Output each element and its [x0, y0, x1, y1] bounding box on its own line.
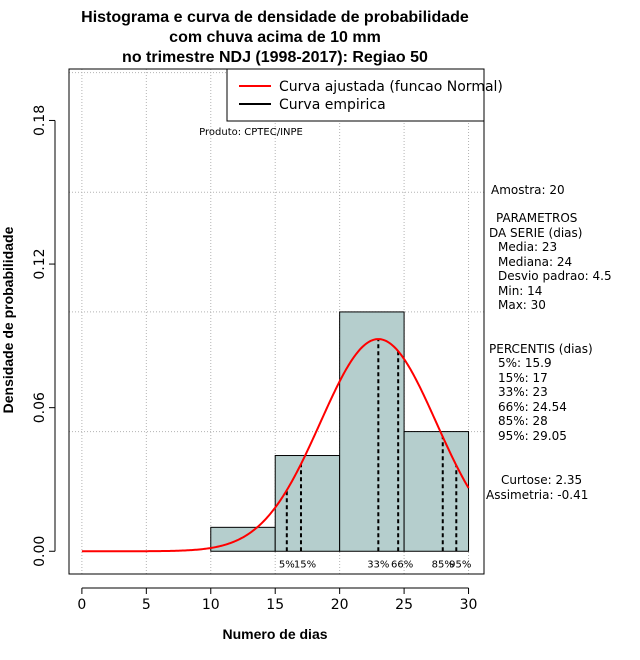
- statistics-panel: Amostra: 20 PARAMETROS DA SERIE (dias) M…: [486, 183, 612, 502]
- sample-size: Amostra: 20: [491, 183, 565, 197]
- percentile-lines: 5% 15% 33% 66% 85%95%: [279, 339, 471, 570]
- percentile-33: 33%: 23: [498, 385, 548, 399]
- x-tick-label: 0: [77, 597, 86, 613]
- percentile-label: 33%: [367, 559, 389, 570]
- chart-title-line-2: com chuva acima de 10 mm: [169, 29, 381, 46]
- skewness: Assimetria: -0.41: [486, 488, 588, 502]
- histogram-bar: [210, 526, 276, 552]
- y-tick-label: 0.18: [32, 105, 48, 136]
- histogram-bars: [210, 311, 470, 552]
- histogram-bar: [403, 431, 470, 552]
- percentile-15: 15%: 17: [498, 371, 548, 385]
- x-tick-label: 15: [266, 597, 284, 613]
- x-tick-label: 30: [460, 597, 478, 613]
- chart-title-line-3: no trimestre NDJ (1998-2017): Regiao 50: [122, 49, 428, 66]
- fitted-normal-curve: [81, 338, 470, 553]
- param-median: Mediana: 24: [498, 255, 572, 269]
- percentiles-title: PERCENTIS (dias): [489, 342, 593, 356]
- legend-empirical-label: Curva empirica: [279, 97, 386, 113]
- percentile-85: 85%: 28: [498, 414, 548, 428]
- param-stddev: Desvio padrao: 4.5: [498, 269, 612, 283]
- param-mean: Media: 23: [498, 240, 557, 254]
- percentile-95: 95%: 29.05: [498, 429, 567, 443]
- y-tick-label: 0.00: [32, 536, 48, 567]
- percentile-5: 5%: 15.9: [498, 356, 552, 370]
- x-tick-label: 5: [142, 597, 151, 613]
- y-axis-title: Densidade de probabilidade: [0, 226, 16, 413]
- legend-box: [226, 68, 485, 122]
- density-curves: [81, 338, 470, 553]
- params-title-2: DA SERIE (dias): [489, 226, 582, 240]
- percentile-label: 95%: [449, 559, 471, 570]
- product-annotation: Produto: CPTEC/INPE: [199, 127, 303, 138]
- params-title-1: PARAMETROS: [496, 211, 577, 225]
- x-tick-label: 25: [395, 597, 413, 613]
- legend-fitted-label: Curva ajustada (funcao Normal): [279, 79, 503, 95]
- percentile-label: 15%: [294, 559, 316, 570]
- percentile-label: 5%: [279, 559, 295, 570]
- x-axis-title: Numero de dias: [222, 626, 327, 642]
- y-tick-label: 0.12: [32, 248, 48, 279]
- param-min: Min: 14: [498, 284, 542, 298]
- percentile-label: 85%: [432, 559, 454, 570]
- percentile-66: 66%: 24.54: [498, 400, 567, 414]
- kurtosis: Curtose: 2.35: [501, 473, 582, 487]
- axes: 0 5 10 15 20 25 30 0.00 0.06 0.12 0.18: [32, 105, 477, 613]
- x-tick-label: 10: [202, 597, 220, 613]
- legend: Curva ajustada (funcao Normal) Curva emp…: [226, 68, 503, 122]
- param-max: Max: 30: [498, 298, 546, 312]
- percentile-label: 66%: [391, 559, 413, 570]
- histogram-bar: [274, 455, 341, 552]
- chart-title-line-1: Histograma e curva de densidade de proba…: [81, 9, 469, 26]
- x-tick-label: 20: [331, 597, 349, 613]
- y-tick-label: 0.06: [32, 392, 48, 423]
